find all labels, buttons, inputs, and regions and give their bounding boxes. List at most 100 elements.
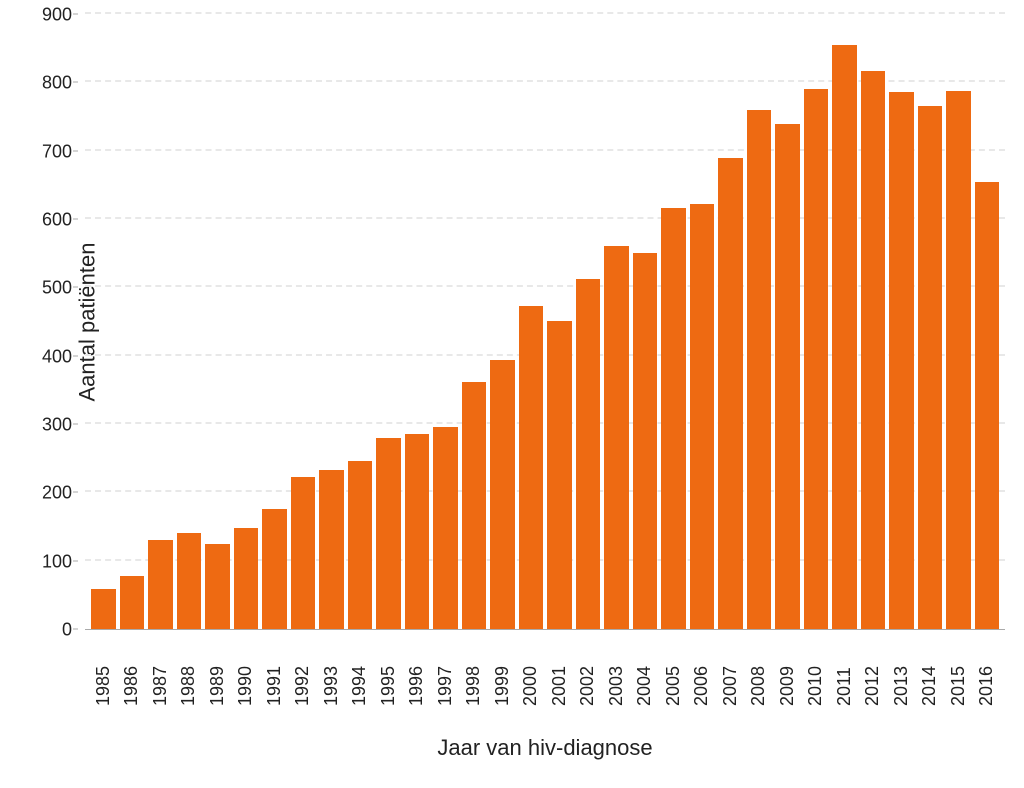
x-tick-label: 1996 — [406, 632, 427, 712]
y-tick-mark — [73, 560, 78, 561]
bar — [861, 71, 886, 629]
x-tick: 2003 — [604, 632, 629, 712]
x-tick: 2016 — [975, 632, 1000, 712]
x-tick-label: 2008 — [748, 632, 769, 712]
x-tick: 2007 — [718, 632, 743, 712]
y-tick-mark — [73, 150, 78, 151]
bar — [519, 306, 544, 629]
y-tick-label: 400 — [42, 346, 72, 367]
y-tick-label: 900 — [42, 5, 72, 26]
x-tick-label: 2007 — [720, 632, 741, 712]
bar — [576, 279, 601, 629]
x-tick: 1990 — [234, 632, 259, 712]
x-tick-label: 1997 — [435, 632, 456, 712]
x-tick: 2008 — [747, 632, 772, 712]
x-tick: 2009 — [775, 632, 800, 712]
x-tick: 1999 — [490, 632, 515, 712]
x-tick: 1985 — [91, 632, 116, 712]
x-tick-label: 2006 — [691, 632, 712, 712]
bar — [775, 124, 800, 629]
x-tick: 2002 — [576, 632, 601, 712]
bar — [804, 89, 829, 629]
y-tick-mark — [73, 629, 78, 630]
x-tick: 1986 — [120, 632, 145, 712]
bar — [918, 106, 943, 629]
bar — [291, 477, 316, 629]
x-tick: 2014 — [918, 632, 943, 712]
x-tick-label: 1994 — [349, 632, 370, 712]
bar — [661, 208, 686, 629]
x-tick: 1994 — [348, 632, 373, 712]
x-tick-label: 2014 — [919, 632, 940, 712]
bar — [319, 470, 344, 629]
x-axis-ticks: 198519861987 19881989 1990 1991 1992 1993 1994… — [85, 632, 1005, 712]
x-tick-label: 2015 — [948, 632, 969, 712]
x-tick-label: 2012 — [862, 632, 883, 712]
x-tick-label: 1990 — [235, 632, 256, 712]
y-tick-mark — [73, 287, 78, 288]
x-tick: 1992 — [291, 632, 316, 712]
x-tick: 2015 — [946, 632, 971, 712]
x-tick: 1993 — [319, 632, 344, 712]
y-tick-label: 0 — [62, 620, 72, 641]
x-tick: 1989 — [205, 632, 230, 712]
x-axis-label: Jaar van hiv-diagnose — [85, 735, 1005, 761]
bar — [433, 427, 458, 629]
bar — [262, 509, 287, 629]
x-tick: 2010 — [804, 632, 829, 712]
x-tick-label: 1998 — [463, 632, 484, 712]
x-tick-label: 2010 — [805, 632, 826, 712]
bar — [205, 544, 230, 629]
bar — [234, 528, 259, 629]
bar — [462, 382, 487, 629]
x-tick-label: 1987 — [150, 632, 171, 712]
x-tick: 2013 — [889, 632, 914, 712]
x-tick: 2005 — [661, 632, 686, 712]
x-tick-label: 1999 — [492, 632, 513, 712]
x-tick-label: 1993 — [321, 632, 342, 712]
x-tick-label: 2003 — [606, 632, 627, 712]
x-tick: 1988 — [177, 632, 202, 712]
bar — [975, 182, 1000, 629]
x-tick: 2006 — [690, 632, 715, 712]
plot-area — [85, 15, 1005, 630]
y-tick-mark — [73, 219, 78, 220]
x-tick-label: 2011 — [834, 632, 855, 712]
x-tick: 1987 — [148, 632, 173, 712]
x-tick-label: 2009 — [777, 632, 798, 712]
bar-chart: Aantal patiënten 01002003004005006007008… — [0, 0, 1024, 788]
y-tick-mark — [73, 355, 78, 356]
bar — [405, 434, 430, 629]
x-tick-label: 1995 — [378, 632, 399, 712]
x-tick: 1997 — [433, 632, 458, 712]
y-tick-mark — [73, 492, 78, 493]
y-tick-label: 800 — [42, 73, 72, 94]
bar — [832, 45, 857, 629]
x-tick: 1995 — [376, 632, 401, 712]
bar — [747, 110, 772, 629]
bar — [946, 91, 971, 629]
y-tick-label: 300 — [42, 415, 72, 436]
x-tick-label: 1991 — [264, 632, 285, 712]
bar — [690, 204, 715, 629]
x-tick-label: 2004 — [634, 632, 655, 712]
y-tick-label: 200 — [42, 483, 72, 504]
x-tick-label: 1992 — [292, 632, 313, 712]
bar — [604, 246, 629, 629]
x-tick-label: 2005 — [663, 632, 684, 712]
bar — [490, 360, 515, 629]
x-tick-label: 2013 — [891, 632, 912, 712]
y-tick-label: 100 — [42, 551, 72, 572]
y-tick-mark — [73, 82, 78, 83]
x-tick: 1996 — [405, 632, 430, 712]
y-tick-mark — [73, 424, 78, 425]
bar — [91, 589, 116, 629]
x-tick-label: 2016 — [976, 632, 997, 712]
x-tick-label: 1989 — [207, 632, 228, 712]
x-tick: 1998 — [462, 632, 487, 712]
y-tick-label: 500 — [42, 278, 72, 299]
bar — [718, 158, 743, 630]
x-tick: 2001 — [547, 632, 572, 712]
bar — [348, 461, 373, 629]
x-tick: 2011 — [832, 632, 857, 712]
